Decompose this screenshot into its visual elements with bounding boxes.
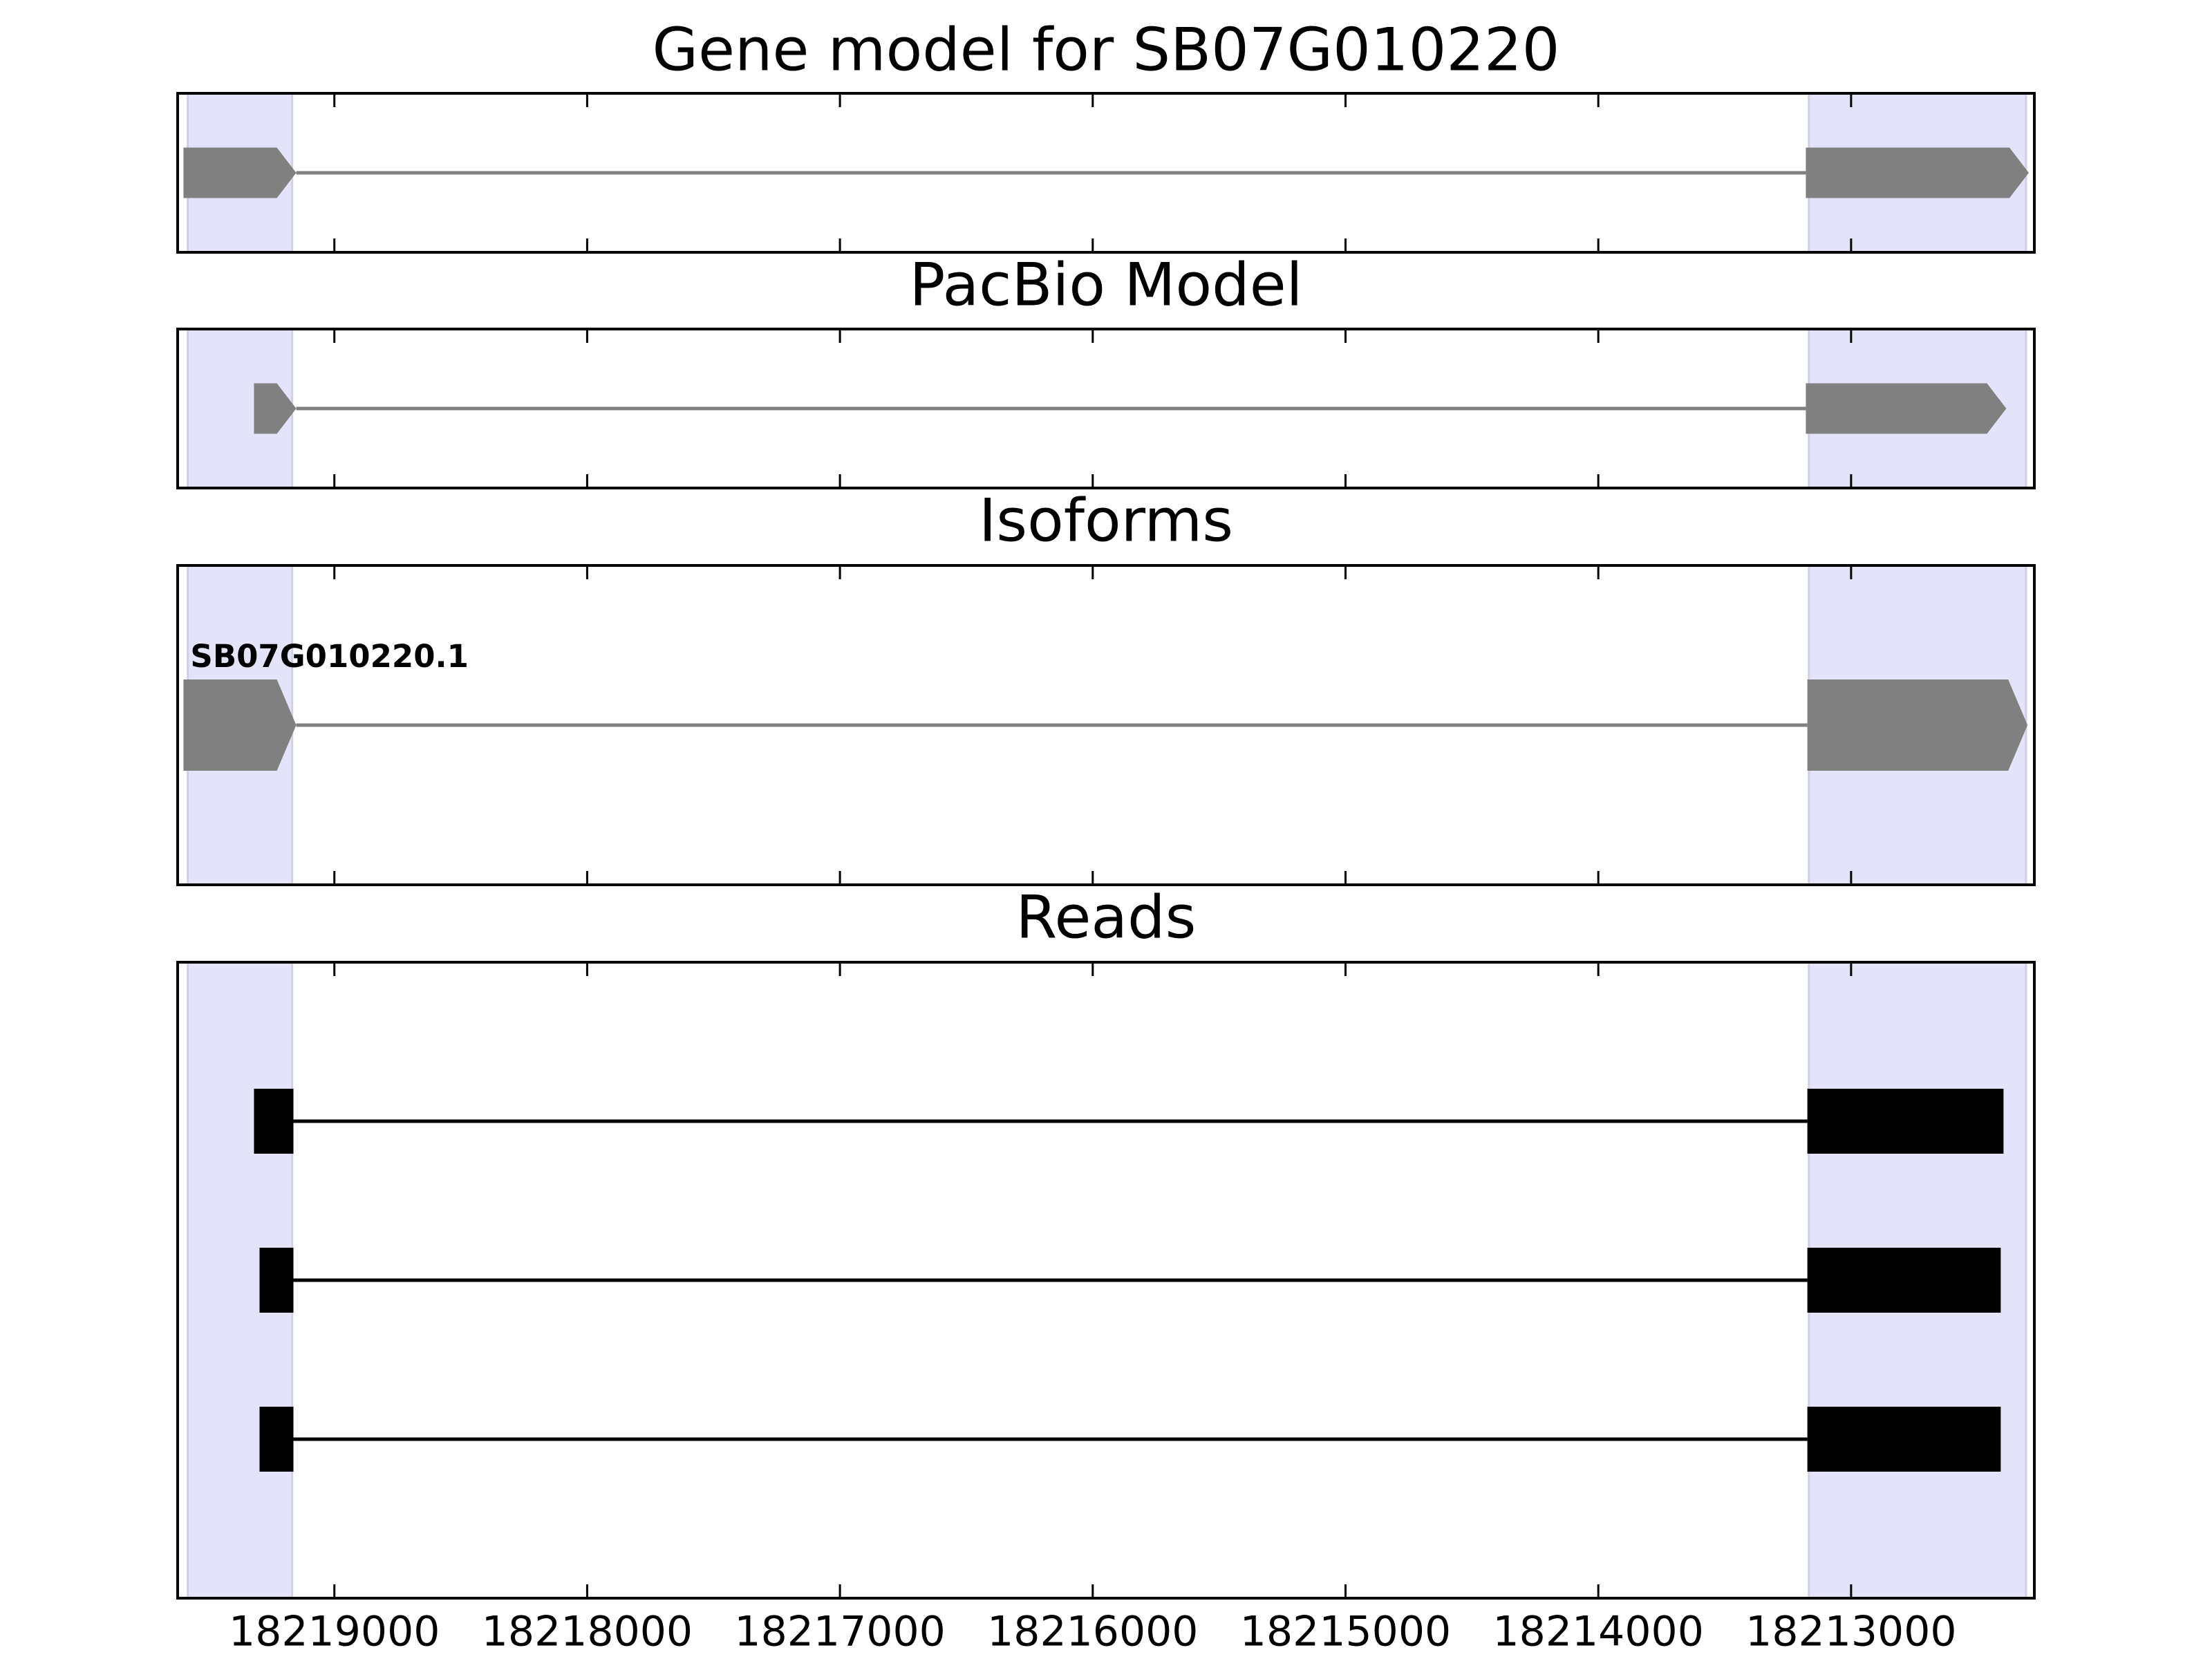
isoform-label: SB07G010220.1 <box>190 638 469 675</box>
x-tick-label: 18216000 <box>987 1608 1198 1656</box>
exon <box>183 679 297 771</box>
panel: Gene model for SB07G010220 <box>176 15 2036 254</box>
panel: Reads 18219000 18218000 18217000 18216000 182… <box>176 883 2036 1656</box>
panel: Isoforms SB07G010220.1 <box>176 486 2036 886</box>
exon <box>254 383 297 434</box>
axes-frame <box>176 328 2036 489</box>
exon <box>1807 1089 2004 1154</box>
panel: PacBio Model <box>176 250 2036 489</box>
x-tick-label: 18214000 <box>1492 1608 1703 1656</box>
x-tick-label: 18213000 <box>1745 1608 1956 1656</box>
axes-frame <box>176 961 2036 1600</box>
panel-title: PacBio Model <box>909 250 1302 319</box>
exon <box>1806 383 2007 434</box>
panel-title: Isoforms <box>979 486 1233 555</box>
exon <box>1807 679 2028 771</box>
x-tick-label: 18217000 <box>734 1608 945 1656</box>
exon <box>1807 1248 2001 1313</box>
x-tick-label: 18218000 <box>482 1608 693 1656</box>
exon <box>1807 1407 2001 1472</box>
exon <box>259 1248 294 1313</box>
exon <box>259 1407 294 1472</box>
exon <box>183 147 297 198</box>
x-tick-label: 18219000 <box>229 1608 440 1656</box>
panel-title: Gene model for SB07G010220 <box>653 15 1560 84</box>
exon <box>254 1089 294 1154</box>
x-tick-label: 18215000 <box>1240 1608 1451 1656</box>
exon <box>1806 147 2029 198</box>
panel-title: Reads <box>1016 883 1197 952</box>
axes-frame <box>176 92 2036 254</box>
axes-frame <box>176 564 2036 886</box>
